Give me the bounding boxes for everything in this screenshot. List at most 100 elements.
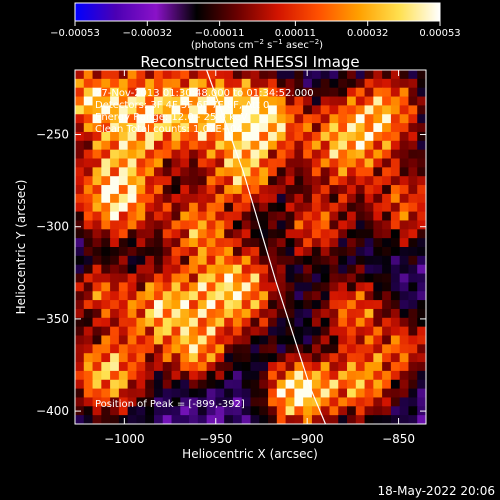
heatmap-cell xyxy=(303,185,313,195)
heatmap-cell xyxy=(285,397,295,407)
heatmap-cell xyxy=(162,131,173,142)
chart-title: Reconstructed RHESSI Image xyxy=(140,53,359,71)
heatmap-cell xyxy=(110,193,120,204)
heatmap-cell xyxy=(101,317,111,328)
heatmap-cell xyxy=(276,238,287,248)
heatmap-cell xyxy=(206,317,217,328)
heatmap-cell xyxy=(390,158,401,168)
heatmap-cell xyxy=(294,335,304,345)
heatmap-cell xyxy=(347,406,357,416)
heatmap-cell xyxy=(347,282,357,292)
heatmap-cell xyxy=(232,114,243,124)
heatmap-cell xyxy=(329,353,339,363)
heatmap-cell xyxy=(215,238,225,248)
heatmap-cell xyxy=(241,353,252,363)
heatmap-cell xyxy=(206,300,217,310)
heatmap-cell xyxy=(171,353,181,363)
heatmap-cell xyxy=(92,140,102,151)
heatmap-cell xyxy=(118,185,129,195)
heatmap-cell xyxy=(153,388,164,399)
heatmap-cell xyxy=(153,149,164,160)
heatmap-cell xyxy=(364,167,374,177)
heatmap-cell xyxy=(303,87,313,98)
heatmap-cell xyxy=(259,370,269,381)
heatmap-cell xyxy=(136,335,146,345)
heatmap-cell xyxy=(189,211,199,222)
heatmap-cell xyxy=(417,140,426,151)
heatmap-cell xyxy=(136,282,146,292)
heatmap-cell xyxy=(215,362,225,372)
heatmap-cell xyxy=(408,255,418,266)
heatmap-cell xyxy=(153,176,164,186)
x-tick-label: −850 xyxy=(382,432,415,446)
heatmap-cell xyxy=(92,397,102,407)
heatmap-cell xyxy=(224,176,234,186)
heatmap-cell xyxy=(285,370,295,381)
heatmap-cell xyxy=(311,87,322,98)
heatmap-cell xyxy=(259,247,269,257)
heatmap-cell xyxy=(232,344,243,354)
heatmap-cell xyxy=(268,326,278,337)
heatmap-cell xyxy=(373,202,383,213)
heatmap-cell xyxy=(83,202,94,213)
heatmap-cell xyxy=(276,406,287,416)
heatmap-cell xyxy=(232,273,243,283)
heatmap-cell xyxy=(338,238,348,248)
heatmap-cell xyxy=(294,131,304,142)
heatmap-cell xyxy=(294,114,304,124)
heatmap-cell xyxy=(408,185,418,195)
heatmap-cell xyxy=(276,140,287,151)
heatmap-cell xyxy=(171,202,181,213)
heatmap-cell xyxy=(250,105,260,115)
heatmap-cell xyxy=(83,291,94,301)
heatmap-cell xyxy=(83,193,94,204)
heatmap-cell xyxy=(136,247,146,257)
heatmap-cell xyxy=(382,87,392,98)
heatmap-cell xyxy=(206,362,217,372)
heatmap-cell xyxy=(241,308,252,319)
heatmap-cell xyxy=(320,220,331,230)
heatmap-cell xyxy=(145,229,155,239)
heatmap-cell xyxy=(127,255,138,266)
heatmap-cell xyxy=(382,220,392,230)
heatmap-image xyxy=(75,70,426,424)
heatmap-cell xyxy=(408,229,418,239)
heatmap-cell xyxy=(162,247,173,257)
heatmap-cell xyxy=(250,379,260,390)
heatmap-cell xyxy=(355,176,366,186)
heatmap-cell xyxy=(75,326,85,337)
heatmap-cell xyxy=(101,123,111,133)
heatmap-cell xyxy=(75,255,85,266)
heatmap-cell xyxy=(285,176,295,186)
heatmap-cell xyxy=(110,247,120,257)
heatmap-cell xyxy=(215,291,225,301)
heatmap-cell xyxy=(153,70,164,80)
heatmap-cell xyxy=(355,415,366,424)
heatmap-cell xyxy=(268,273,278,283)
heatmap-cell xyxy=(417,326,426,337)
heatmap-cell xyxy=(268,300,278,310)
heatmap-cell xyxy=(136,353,146,363)
heatmap-cell xyxy=(364,229,374,239)
heatmap-cell xyxy=(127,70,138,80)
heatmap-cell xyxy=(215,176,225,186)
heatmap-cell xyxy=(311,202,322,213)
heatmap-cell xyxy=(303,176,313,186)
heatmap-cell xyxy=(303,353,313,363)
heatmap-cell xyxy=(145,379,155,390)
heatmap-cell xyxy=(189,193,199,204)
heatmap-cell xyxy=(311,379,322,390)
heatmap-cell xyxy=(355,229,366,239)
heatmap-cell xyxy=(118,105,129,115)
heatmap-cell xyxy=(110,335,120,345)
heatmap-cell xyxy=(136,415,146,424)
heatmap-cell xyxy=(268,167,278,177)
heatmap-cell xyxy=(232,105,243,115)
heatmap-cell xyxy=(145,140,155,151)
heatmap-cell xyxy=(382,78,392,89)
heatmap-cell xyxy=(118,308,129,319)
heatmap-cell xyxy=(364,353,374,363)
heatmap-cell xyxy=(408,158,418,168)
heatmap-cell xyxy=(145,300,155,310)
heatmap-cell xyxy=(83,335,94,345)
